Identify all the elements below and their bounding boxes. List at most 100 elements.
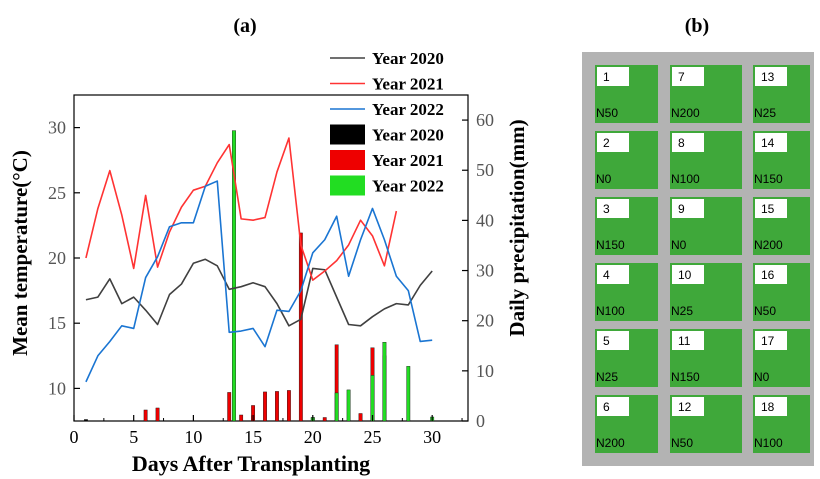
- plot-number-box: [672, 397, 704, 416]
- temperature-line-y2020: [85, 258, 433, 327]
- plot-number: 6: [603, 400, 610, 414]
- plot-number-box: [755, 397, 787, 416]
- precip-bar-y2021: [155, 407, 160, 422]
- x-tick-label: 10: [184, 427, 202, 447]
- plot-treatment: N25: [596, 370, 618, 384]
- plot-treatment: N25: [754, 106, 776, 120]
- plot-number-box: [597, 265, 629, 284]
- field-plot: 3 N150: [595, 197, 658, 255]
- precip-bar-y2021: [322, 417, 327, 422]
- plot-treatment: N150: [596, 238, 625, 252]
- precip-bar-y2022: [232, 130, 236, 422]
- precip-bar-y2021: [287, 390, 291, 422]
- plot-number-box: [672, 133, 704, 152]
- plot-number: 13: [761, 70, 775, 84]
- plot-number-box: [597, 397, 629, 416]
- panel-a-label: (a): [233, 15, 256, 37]
- x-tick-label: 15: [244, 427, 262, 447]
- plot-treatment: N0: [754, 370, 770, 384]
- plot-number: 2: [603, 136, 610, 150]
- legend-label: Year 2020: [372, 49, 444, 68]
- y-left-tick-label: 15: [48, 313, 66, 333]
- x-tick-label: 0: [70, 427, 79, 447]
- y-left-tick-label: 30: [48, 118, 66, 138]
- plot-number: 17: [761, 334, 775, 348]
- field-plot: 18 N100: [753, 395, 810, 453]
- plot-number: 5: [603, 334, 610, 348]
- plot-number-box: [672, 331, 704, 350]
- x-tick-label: 25: [363, 427, 381, 447]
- plot-treatment: N25: [671, 304, 693, 318]
- plot-number: 16: [761, 268, 775, 282]
- field-plot: 15 N200: [753, 197, 810, 255]
- plot-number-box: [672, 67, 704, 86]
- plot-number-box: [597, 67, 629, 86]
- legend-label: Year 2022: [372, 100, 444, 119]
- plot-treatment: N200: [754, 238, 783, 252]
- field-plot: 7 N200: [670, 65, 742, 123]
- plot-number-box: [597, 331, 629, 350]
- x-tick-label: 30: [423, 427, 441, 447]
- field-plot: 14 N150: [753, 131, 810, 189]
- plot-treatment: N0: [596, 172, 612, 186]
- legend-label: Year 2020: [372, 126, 444, 145]
- temperature-line-y2021: [85, 137, 398, 281]
- precip-bar-y2022: [370, 375, 375, 422]
- plot-number-box: [755, 265, 787, 284]
- panel-b-label: (b): [685, 15, 709, 37]
- y-left-tick-label: 10: [48, 378, 66, 398]
- field-plot: 16 N50: [753, 263, 810, 321]
- plot-treatment: N200: [671, 106, 700, 120]
- precip-bar-y2021: [275, 391, 279, 422]
- plot-treatment: N200: [596, 436, 625, 450]
- y-right-tick-label: 50: [476, 160, 494, 180]
- y-right-tick-label: 40: [476, 210, 494, 230]
- precip-bar-y2021: [239, 414, 244, 422]
- plot-number-box: [755, 199, 787, 218]
- plot-treatment: N50: [754, 304, 776, 318]
- precip-bar-y2020: [84, 419, 88, 422]
- plot-treatment: N150: [671, 370, 700, 384]
- plot-number: 3: [603, 202, 610, 216]
- field-plot: 1 N50: [595, 65, 658, 123]
- plot-treatment: N50: [671, 436, 693, 450]
- x-tick-label: 20: [304, 427, 322, 447]
- field-plot: 12 N50: [670, 395, 742, 453]
- axes: 0 5 10 15 20 25 30 10 15 20 25 30 0 10 20 30 40 50 60: [48, 110, 494, 447]
- plot-number: 7: [678, 70, 685, 84]
- y-left-tick-label: 25: [48, 183, 66, 203]
- field-plot: 10 N25: [670, 263, 742, 321]
- plot-number: 15: [761, 202, 775, 216]
- plot-treatment: N100: [754, 436, 783, 450]
- plot-number-box: [672, 265, 704, 284]
- precip-bar-y2021: [143, 409, 148, 422]
- plot-number-box: [672, 199, 704, 218]
- field-plot: 17 N0: [753, 329, 810, 387]
- legend-bar-swatch: [330, 175, 365, 196]
- temperature-lines: [85, 137, 433, 383]
- plot-number: 10: [678, 268, 692, 282]
- plot-number: 11: [678, 334, 691, 348]
- x-axis-title: Days After Transplanting: [132, 451, 370, 476]
- precip-bar-y2021: [227, 392, 232, 422]
- plot-number: 8: [678, 136, 685, 150]
- field-plot: 4 N100: [595, 263, 658, 321]
- field-plot: 11 N150: [670, 329, 742, 387]
- legend-bar-swatch: [330, 124, 365, 145]
- y-right-tick-label: 30: [476, 261, 494, 281]
- precip-bar-y2021: [358, 413, 363, 422]
- legend-label: Year 2021: [372, 151, 444, 170]
- precip-bar-y2021: [263, 391, 267, 422]
- precip-bar-y2021: [298, 232, 303, 422]
- plot-treatment: N50: [596, 106, 618, 120]
- legend-label: Year 2022: [372, 177, 444, 196]
- y-axis-right-title: Daily precipitation(mm): [505, 119, 529, 336]
- plot-number-box: [597, 199, 629, 218]
- precip-bar-y2022: [346, 389, 351, 422]
- field-plot: 2 N0: [595, 131, 658, 189]
- plot-number: 18: [761, 400, 775, 414]
- plot-number-box: [755, 67, 787, 86]
- y-right-tick-label: 60: [476, 110, 494, 130]
- precip-bar-y2022: [382, 342, 387, 422]
